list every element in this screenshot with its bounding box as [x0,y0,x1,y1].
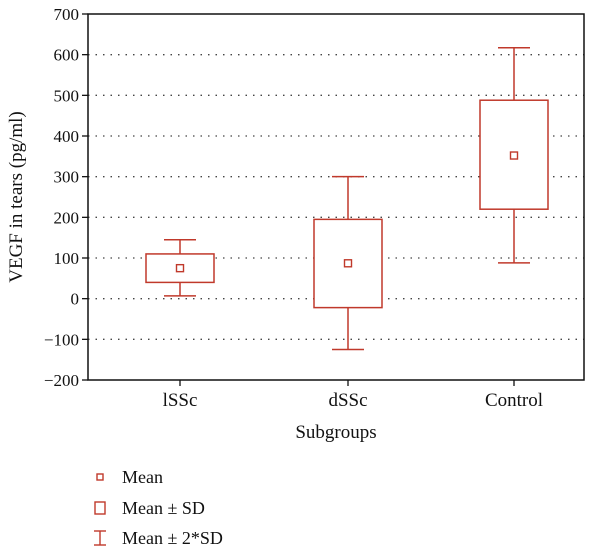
legend-label: Mean [122,467,163,487]
x-tick-label: dSSc [328,390,367,411]
y-tick-label: 700 [54,5,80,24]
box-plots [145,47,549,351]
y-tick-label: 600 [54,46,80,65]
legend: Mean Mean ± SD Mean ± 2*SD [94,467,223,548]
mean-marker [509,151,519,160]
y-axis-title: VEGF in tears (pg/ml) [6,111,27,283]
y-tick-label: 400 [54,127,80,146]
x-tick-label: Control [485,390,543,411]
legend-item-whisker: Mean ± 2*SD [94,528,223,548]
box-plot-control [479,47,549,264]
legend-item-small-square: Mean [96,467,163,487]
y-tick-label: 500 [54,86,80,105]
legend-label: Mean ± SD [122,498,205,518]
y-tick-labels: −200 −100 0 100 200 300 400 500 600 700 [44,5,88,390]
box-plot-lssc [145,238,215,297]
mean-marker [175,263,185,273]
y-tick-label: 0 [71,290,80,309]
legend-item-box: Mean ± SD [94,498,205,518]
legend-whisker-symbol [94,530,106,546]
y-tick-label: 300 [54,168,80,187]
sd-box [313,218,383,309]
x-tick-labels: lSSc dSSc Control [163,380,543,411]
y-tick-label: −200 [44,371,79,390]
plot-frame [87,13,585,381]
x-tick-label: lSSc [163,390,198,411]
x-axis-title: Subgroups [295,422,376,443]
legend-box-symbol [94,501,106,515]
y-tick-label: 200 [54,208,80,227]
mean-marker [343,259,353,268]
y-tick-label: −100 [44,330,79,349]
legend-label: Mean ± 2*SD [122,528,223,548]
box-plot-dssc [313,175,383,351]
y-tick-label: 100 [54,249,80,268]
legend-mean-symbol [96,473,104,481]
